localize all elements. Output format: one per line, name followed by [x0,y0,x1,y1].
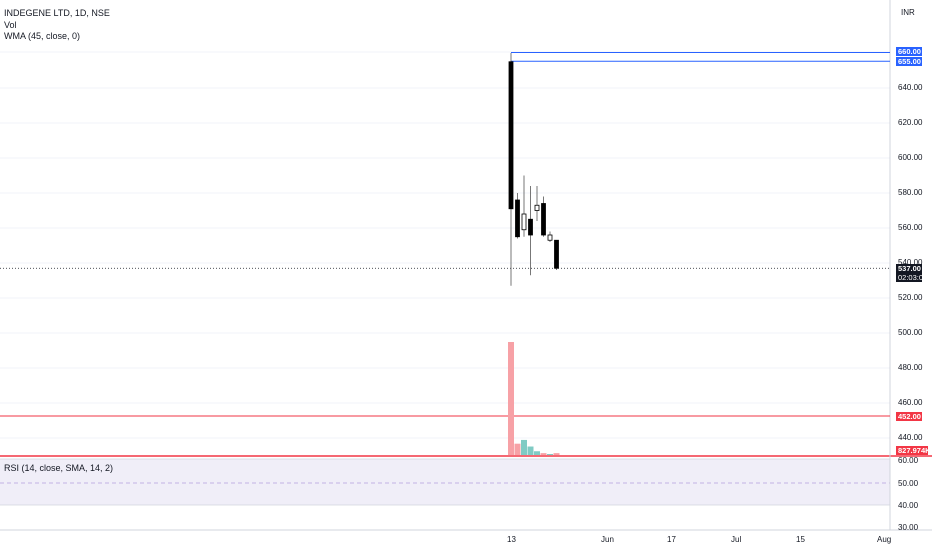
time-tick-jul: Jul [731,535,742,544]
price-tag-red: 452.00 [896,412,922,421]
price-tick: 620.00 [898,118,923,127]
price-tag-high2: 655.00 [896,57,922,66]
price-tick: 520.00 [898,293,923,302]
price-tick: 600.00 [898,153,923,162]
price-tick: 460.00 [898,398,923,407]
candle [508,53,514,286]
price-tick: 560.00 [898,223,923,232]
volume-bar [508,342,514,455]
candle [521,175,527,237]
volume-bar [521,439,527,455]
rsi-pane-bg [0,459,890,505]
price-tick: 640.00 [898,83,923,92]
candle [541,196,546,237]
price-tick: 580.00 [898,188,923,197]
price-tick: 540.00 [898,258,923,267]
volume-bar [547,454,553,455]
candlestick-series [508,53,559,286]
volume-bar [514,443,521,455]
volume-tag: 827.974K [896,446,931,455]
price-tag-last: 537.00 [896,264,922,273]
volume-bar [534,451,540,455]
currency-label[interactable]: INR [901,8,915,17]
candle-body [521,213,527,231]
volume-bar [527,446,534,455]
symbol-legend[interactable]: INDEGENE LTD, 1D, NSE [4,8,110,18]
candle-body [547,234,553,241]
time-tick-jun: Jun [601,535,614,544]
price-tick: 480.00 [898,363,923,372]
candle [515,193,520,239]
candle-body [508,61,514,210]
candle-body [541,203,546,236]
candle [534,186,540,221]
candle [554,239,559,270]
candle-body [534,204,540,211]
volume-bars [508,342,560,455]
volume-bar [553,453,560,455]
price-tick: 500.00 [898,328,923,337]
rsi-tick-50: 50.00 [898,479,919,488]
candle-body [515,199,520,238]
countdown-tag: 02:03:03 [896,273,928,282]
candle-body [528,218,533,236]
candle-body [554,239,559,269]
wma-legend[interactable]: WMA (45, close, 0) [4,31,81,41]
price-tick: 440.00 [898,433,923,442]
time-tick-17: 17 [667,535,676,544]
rsi-legend[interactable]: RSI (14, close, SMA, 14, 2) [4,463,114,473]
candle [528,186,533,276]
price-tag-high: 660.00 [896,47,922,56]
time-tick-aug: Aug [877,535,892,544]
rsi-tick-40: 40.00 [898,501,919,510]
candle [547,231,553,242]
rsi-tick-30: 30.00 [898,523,919,532]
volume-bar [540,453,547,455]
volume-legend[interactable]: Vol [4,20,17,30]
rsi-tick-60: 60.00 [898,456,919,465]
grid-lines [0,51,890,439]
time-tick-13: 13 [507,535,516,544]
time-tick-15: 15 [796,535,805,544]
